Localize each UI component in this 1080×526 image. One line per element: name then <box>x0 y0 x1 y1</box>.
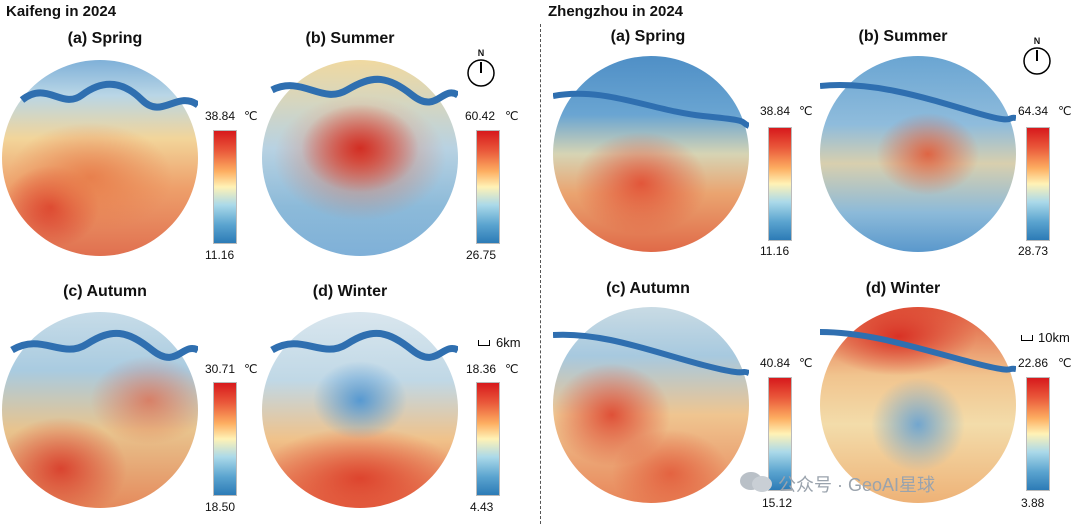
scale-bar-icon <box>1021 335 1033 341</box>
zhengzhou-autumn-min: 15.12 <box>762 496 793 510</box>
zhengzhou-autumn-colorbar <box>768 377 792 491</box>
zhengzhou-winter-min: 3.88 <box>1021 496 1045 510</box>
zhengzhou-winter-title: (d) Winter <box>865 280 941 297</box>
zhengzhou-spring-map <box>553 56 749 252</box>
compass-icon <box>1023 47 1051 75</box>
kaifeng-autumn-max: 30.71 <box>205 362 236 376</box>
zhengzhou-winter-unit: ℃ <box>1058 356 1072 370</box>
kaifeng-spring-min: 11.16 <box>205 248 235 262</box>
kaifeng-autumn-unit: ℃ <box>244 362 258 376</box>
zhengzhou-autumn-title: (c) Autumn <box>606 280 690 297</box>
kaifeng-winter-min: 4.43 <box>470 500 494 514</box>
kaifeng-summer-map <box>262 60 458 256</box>
zhengzhou-spring-colorbar <box>768 127 792 241</box>
kaifeng-winter-colorbar <box>476 382 500 496</box>
zhengzhou-summer-min: 28.73 <box>1018 244 1049 258</box>
zhengzhou-autumn-map <box>553 307 749 503</box>
zhengzhou-scale-label: 10km <box>1038 330 1070 345</box>
river-icon <box>820 82 1016 123</box>
zhengzhou-autumn-unit: ℃ <box>799 356 813 370</box>
kaifeng-winter-max: 18.36 <box>466 362 497 376</box>
river-icon <box>270 75 458 106</box>
kaifeng-summer-max: 60.42 <box>465 109 496 123</box>
kaifeng-spring-colorbar <box>213 130 237 244</box>
kaifeng-autumn-map <box>2 312 198 508</box>
north-arrow-icon: N <box>466 48 496 88</box>
zhengzhou-summer-colorbar <box>1026 127 1050 241</box>
river-icon <box>820 329 1016 373</box>
kaifeng-spring-max: 38.84 <box>205 109 236 123</box>
river-icon <box>10 329 198 361</box>
zhengzhou-winter-map <box>820 307 1016 503</box>
kaifeng-summer-title: (b) Summer <box>305 30 395 47</box>
watermark-text: 公众号 · GeoAI星球 <box>778 475 936 495</box>
kaifeng-summer-colorbar <box>476 130 500 244</box>
zhengzhou-winter-max: 22.86 <box>1018 356 1049 370</box>
kaifeng-autumn-colorbar <box>213 382 237 496</box>
zhengzhou-spring-unit: ℃ <box>799 104 813 118</box>
zhengzhou-spring-title: (a) Spring <box>610 28 686 45</box>
kaifeng-autumn-min: 18.50 <box>205 500 236 514</box>
kaifeng-spring-unit: ℃ <box>244 109 258 123</box>
zhengzhou-summer-map <box>820 56 1016 252</box>
kaifeng-winter-unit: ℃ <box>505 362 519 376</box>
zhengzhou-winter-colorbar <box>1026 377 1050 491</box>
zhengzhou-title: Zhengzhou in 2024 <box>548 3 684 20</box>
north-arrow-icon: N <box>1022 36 1052 76</box>
kaifeng-winter-map <box>262 312 458 508</box>
kaifeng-autumn-title: (c) Autumn <box>63 283 147 300</box>
kaifeng-summer-min: 26.75 <box>466 248 497 262</box>
zhengzhou-spring-min: 11.16 <box>760 244 790 258</box>
river-icon <box>553 331 749 376</box>
kaifeng-scale-label: 6km <box>496 335 521 350</box>
kaifeng-spring-title: (a) Spring <box>67 30 143 47</box>
north-label: N <box>1033 36 1041 46</box>
kaifeng-title: Kaifeng in 2024 <box>6 3 117 20</box>
river-icon <box>270 329 458 361</box>
zhengzhou-summer-max: 64.34 <box>1018 104 1049 118</box>
scale-bar-icon <box>478 340 490 346</box>
compass-icon <box>467 59 495 87</box>
zhengzhou-summer-title: (b) Summer <box>858 28 948 45</box>
city-divider <box>540 24 541 524</box>
zhengzhou-summer-unit: ℃ <box>1058 104 1072 118</box>
wechat-icon <box>738 470 774 494</box>
kaifeng-winter-title: (d) Winter <box>312 283 388 300</box>
river-icon <box>553 90 749 129</box>
kaifeng-spring-map <box>2 60 198 256</box>
zhengzhou-autumn-max: 40.84 <box>760 356 791 370</box>
north-label: N <box>477 48 485 58</box>
river-icon <box>19 80 198 111</box>
zhengzhou-spring-max: 38.84 <box>760 104 791 118</box>
kaifeng-summer-unit: ℃ <box>505 109 519 123</box>
